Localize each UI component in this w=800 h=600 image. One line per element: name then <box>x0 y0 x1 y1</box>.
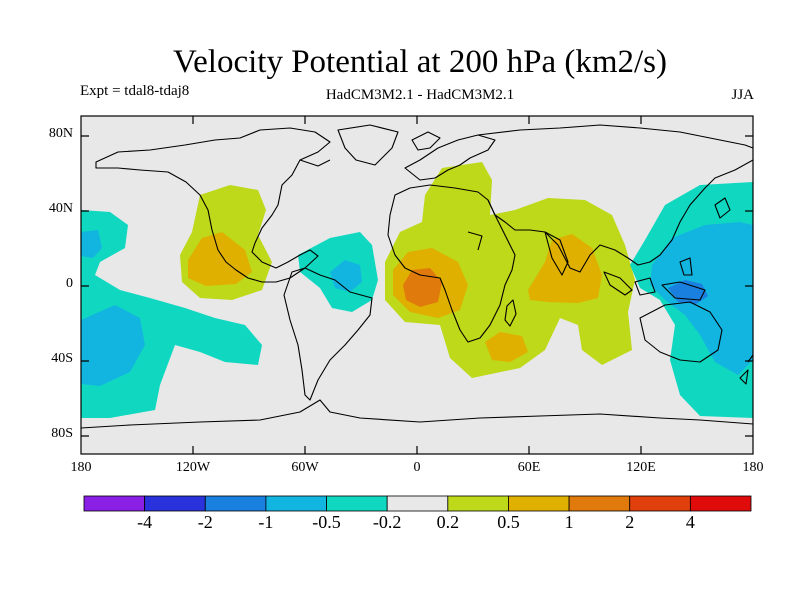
lat-label-0: 0 <box>66 276 73 291</box>
lat-label-80s: 80S <box>51 426 73 441</box>
lat-label-80n: 80N <box>48 126 73 141</box>
colorbar-swatch <box>144 495 206 512</box>
colorbar-swatch <box>204 495 267 512</box>
colorbar-swatch <box>265 495 327 512</box>
colorbar-swatch <box>386 495 449 512</box>
colorbar-swatch <box>447 495 509 512</box>
plot-frame <box>80 115 754 455</box>
colorbar-swatch <box>83 495 146 512</box>
colorbar-swatch <box>326 495 388 512</box>
lon-label-180e: 180 <box>742 460 764 475</box>
lon-label-60e: 60E <box>517 460 541 475</box>
lon-label-180w: 180 <box>70 460 92 475</box>
colorbar-label: -2 <box>197 512 213 532</box>
contour-mid-south-pacific <box>81 305 145 386</box>
contour-gold-central-america <box>188 232 252 286</box>
colorbar-swatch <box>629 495 691 512</box>
contour-positive-africa-asia <box>385 162 635 378</box>
colorbar-label: 4 <box>685 512 695 532</box>
contour-mid-west-pacific <box>81 230 102 258</box>
colorbar-label: -0.5 <box>312 512 341 532</box>
colorbar-label: -1 <box>258 512 274 532</box>
lon-label-60w: 60W <box>291 460 319 475</box>
colorbar-label: 0.2 <box>436 512 460 532</box>
colorbar-swatch <box>689 495 752 512</box>
contour-gold-south-atlantic <box>485 332 528 362</box>
colorbar-swatch <box>568 495 631 512</box>
experiment-label: Expt = tdal8-tdaj8 <box>80 83 190 99</box>
colorbar-label: 1 <box>564 512 574 532</box>
map-title: Velocity Potential at 200 hPa (km2/s) <box>172 44 668 80</box>
colorbar-label: 0.5 <box>497 512 520 532</box>
contour-field <box>81 116 753 454</box>
contour-orange-south-america <box>403 268 442 307</box>
colorbar-swatch <box>508 495 570 512</box>
lat-label-40n: 40N <box>48 201 73 216</box>
season-label: JJA <box>731 87 754 103</box>
lon-label-0: 0 <box>413 460 421 475</box>
colorbar <box>83 495 752 512</box>
colorbar-label: 2 <box>625 512 635 532</box>
colorbar-label: -4 <box>137 512 153 532</box>
contour-mid-atlantic <box>330 260 362 292</box>
lon-label-120e: 120E <box>626 460 656 475</box>
lat-label-40s: 40S <box>51 351 73 366</box>
colorbar-label: -0.2 <box>372 512 402 532</box>
model-label: HadCM3M2.1 - HadCM3M2.1 <box>325 87 515 103</box>
lon-label-120w: 120W <box>175 460 211 475</box>
coastlines <box>80 124 754 429</box>
